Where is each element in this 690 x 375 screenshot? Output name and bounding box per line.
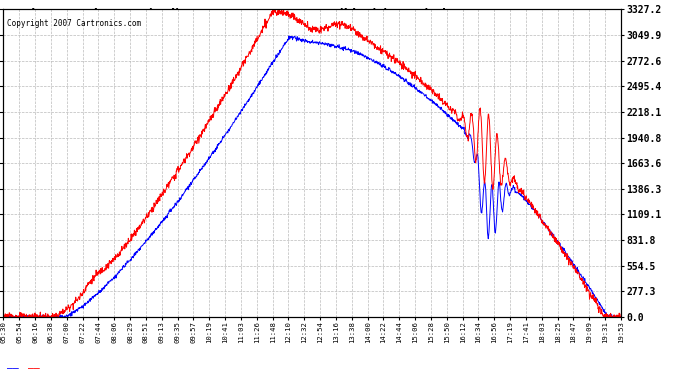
Text: ——: —— xyxy=(28,363,39,373)
Text: Total PV Panel Power (red)/Inverter Power Output (blue) (watts) Thu May 17 20:07: Total PV Panel Power (red)/Inverter Powe… xyxy=(3,8,552,21)
Text: ——: —— xyxy=(7,363,19,373)
Text: Copyright 2007 Cartronics.com: Copyright 2007 Cartronics.com xyxy=(6,19,141,28)
